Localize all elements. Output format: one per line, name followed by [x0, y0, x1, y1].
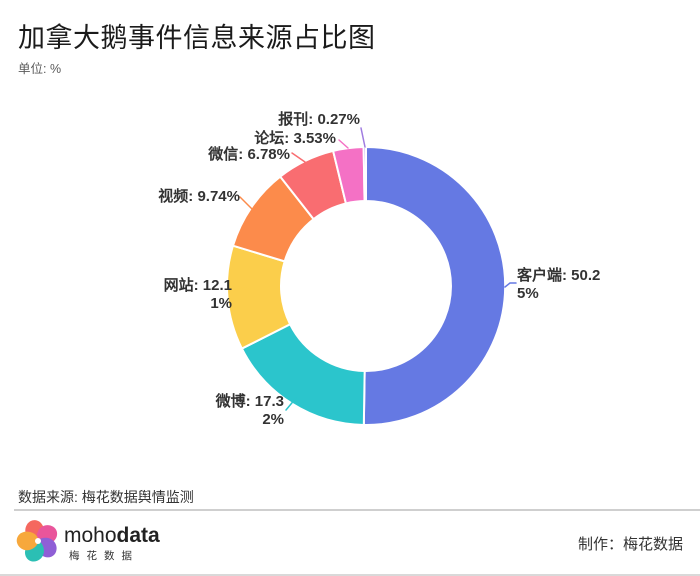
label-leader-line	[504, 282, 517, 288]
slice-报刊[interactable]	[362, 145, 367, 203]
slice-label-微博: 微博: 17.32%	[215, 393, 284, 429]
brand-wordmark: mohodata	[64, 524, 160, 548]
mohodata-logo: mohodata 梅花数据	[16, 516, 236, 568]
brand-bold: data	[116, 524, 160, 547]
label-leader-line	[239, 196, 254, 211]
slice-label-视频: 视频: 9.74%	[158, 188, 240, 205]
unit-label: 单位: %	[18, 62, 62, 76]
slice-label-客户端: 客户端: 50.25%	[517, 267, 601, 303]
data-source-note: 数据来源: 梅花数据舆情监测	[18, 489, 194, 505]
slice-label-微信: 微信: 6.78%	[208, 146, 290, 163]
footer-divider	[14, 509, 700, 511]
credit-note: 制作：梅花数据	[577, 536, 683, 553]
slice-label-论坛: 论坛: 3.53%	[254, 130, 336, 147]
label-leader-line	[338, 139, 349, 149]
slice-label-网站: 网站: 12.11%	[163, 277, 232, 313]
slice-label-报刊: 报刊: 0.27%	[278, 111, 360, 128]
slice-客户端[interactable]	[362, 146, 507, 426]
label-leader-line	[285, 397, 297, 411]
label-leader-line	[233, 286, 251, 290]
chart-title: 加拿大鹅事件信息来源占比图	[18, 23, 376, 53]
brand-regular: moho	[64, 524, 117, 547]
brand-chinese: 梅花数据	[69, 550, 139, 562]
pinwheel-logo-icon	[16, 520, 58, 562]
bottom-border	[0, 574, 700, 576]
label-leader-line	[360, 127, 366, 148]
pinwheel-center	[35, 538, 41, 544]
label-leader-line	[291, 152, 306, 163]
pinwheel-petal	[16, 531, 39, 551]
